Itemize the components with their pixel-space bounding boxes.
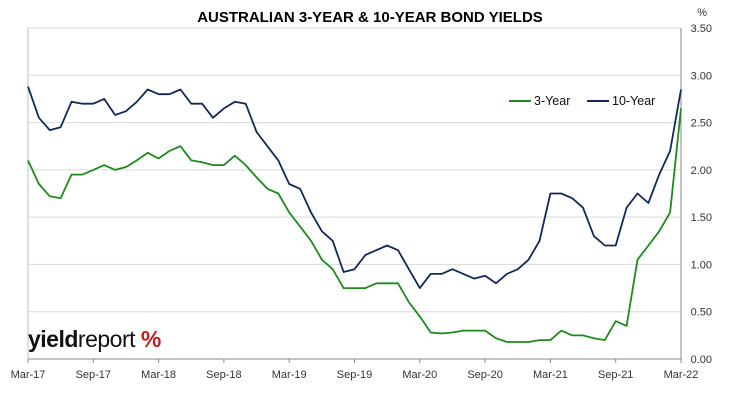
series-line-10-year — [27, 86, 682, 289]
y-tick-label: 1.00 — [691, 259, 712, 271]
x-tick-label: Sep-17 — [76, 369, 111, 381]
logo-percent-icon: % — [140, 326, 161, 352]
x-tick-label: Mar-17 — [11, 369, 46, 381]
y-tick-label: 2.50 — [691, 118, 712, 130]
x-tick-label: Mar-19 — [272, 369, 307, 381]
y-tick-label: 2.00 — [691, 165, 712, 177]
x-axis-ticks: Mar-17 Sep-17 Mar-18 Sep-18 Mar-19 Sep-19 Mar-… — [11, 359, 699, 381]
x-tick-label: Sep-20 — [467, 369, 502, 381]
gridlines — [28, 27, 681, 313]
x-tick-label: Mar-21 — [533, 369, 568, 381]
logo-text-light: report — [77, 326, 136, 352]
series-lines — [27, 86, 682, 343]
y-tick-label: 1.50 — [691, 212, 712, 224]
x-tick-label: Sep-21 — [598, 369, 633, 381]
legend-label: 10-Year — [612, 94, 655, 108]
x-tick-label: Sep-18 — [206, 369, 241, 381]
y-tick-label: 3.50 — [691, 23, 712, 35]
yieldreport-logo: yieldreport % — [28, 326, 161, 353]
axes — [27, 28, 682, 360]
x-tick-label: Mar-18 — [141, 369, 176, 381]
y-axis-ticks: 0.00 0.50 1.00 1.50 2.00 2.50 3.00 3.50 — [691, 23, 712, 366]
logo-text-bold: yield — [28, 326, 78, 352]
chart-title: AUSTRALIAN 3-YEAR & 10-YEAR BOND YIELDS — [197, 9, 543, 26]
y-tick-label: 0.50 — [691, 307, 712, 319]
y-axis-unit: % — [697, 7, 707, 19]
series-line-3-year — [27, 108, 682, 343]
y-tick-label: 0.00 — [691, 354, 712, 366]
legend: 3-Year 10-Year — [509, 94, 655, 108]
x-tick-label: Mar-22 — [664, 369, 699, 381]
x-tick-label: Sep-19 — [337, 369, 372, 381]
x-tick-label: Mar-20 — [402, 369, 437, 381]
y-tick-label: 3.00 — [691, 70, 712, 82]
legend-label: 3-Year — [534, 94, 570, 108]
